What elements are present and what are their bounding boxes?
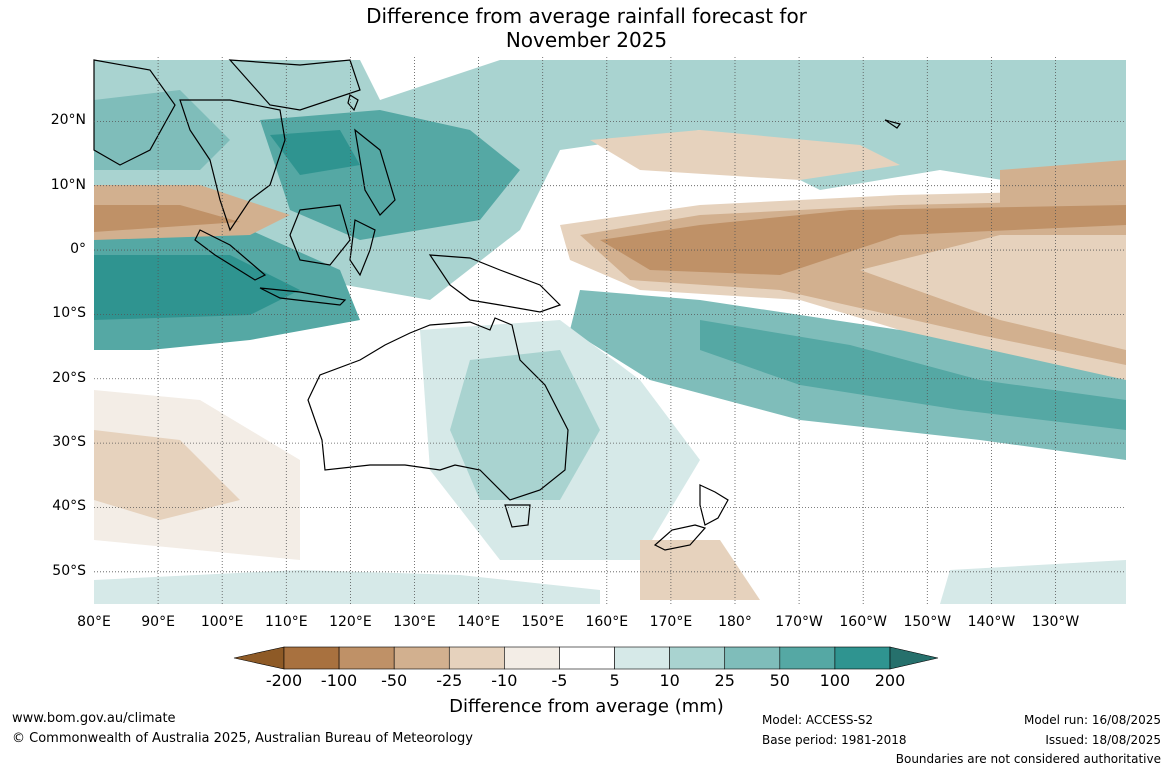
colorbar-high-extension <box>889 646 939 670</box>
latitude-label: 0° <box>70 241 86 258</box>
anomaly-region <box>94 205 240 232</box>
longitude-label: 160°W <box>839 614 887 630</box>
copyright-text: © Commonwealth of Australia 2025, Austra… <box>12 731 473 746</box>
longitude-label: 170°W <box>775 614 823 630</box>
title-line-1: Difference from average rainfall forecas… <box>366 4 807 28</box>
colorbar-segment <box>448 646 505 670</box>
anomaly-region <box>590 130 900 180</box>
longitude-label: 130°W <box>1031 614 1080 630</box>
map-title: Difference from average rainfall forecas… <box>0 4 1173 52</box>
borneo-outline <box>289 204 351 266</box>
colorbar-title: Difference from average (mm) <box>449 696 724 717</box>
colorbar-tick-label: 25 <box>714 671 735 690</box>
longitude-label: 120°E <box>329 614 372 630</box>
sumatra-outline <box>194 229 267 281</box>
longitude-label: 100°E <box>200 614 244 630</box>
hawaii-outline <box>884 119 902 129</box>
title-line-2: November 2025 <box>505 28 668 52</box>
anomaly-region <box>700 320 1126 430</box>
colorbar-tick-label: -5 <box>551 671 568 690</box>
anomaly-region <box>94 90 230 170</box>
colorbar-segment <box>283 646 340 670</box>
longitude-label: 90°E <box>141 614 175 630</box>
base-period: Base period: 1981-2018 <box>762 733 907 747</box>
longitude-label: 170°E <box>649 614 693 630</box>
anomaly-region <box>94 430 240 520</box>
colorbar-segment <box>724 646 781 670</box>
anomaly-region <box>640 540 760 600</box>
colorbar-tick-label: -10 <box>491 671 518 690</box>
latitude-label: 50°S <box>52 562 86 579</box>
indochina-outline <box>179 99 286 232</box>
java-outline <box>259 287 347 306</box>
latitude-label: 30°S <box>52 434 86 451</box>
sulawesi-outline <box>349 219 376 277</box>
colorbar-segment <box>338 646 395 670</box>
latitude-label: 20°N <box>50 112 86 129</box>
boundaries-disclaimer: Boundaries are not considered authoritat… <box>895 752 1161 766</box>
colorbar-tick-label: 10 <box>659 671 680 690</box>
anomaly-region <box>940 560 1126 604</box>
anomaly-region <box>1000 160 1126 205</box>
anomaly-region <box>450 350 600 500</box>
colorbar-segment <box>614 646 670 670</box>
anomaly-region <box>270 130 360 175</box>
longitude-label: 150°E <box>521 614 564 630</box>
latitude-label: 10°N <box>50 176 86 193</box>
longitude-label: 180° <box>718 614 752 630</box>
philippines-outline <box>354 128 396 216</box>
model-run-date: Model run: 16/08/2025 <box>1023 713 1161 727</box>
colorbar-tick-label: 100 <box>819 671 851 690</box>
colorbar-segment <box>504 646 560 670</box>
colorbar-tick-label: -100 <box>320 671 358 690</box>
anomaly-region <box>94 570 600 604</box>
new-zealand-north-outline <box>699 484 729 526</box>
longitude-label: 140°E <box>457 614 500 630</box>
latitude-label: 10°S <box>52 305 86 322</box>
taiwan-outline <box>347 94 359 112</box>
india-outline <box>93 59 176 166</box>
longitude-label: 80°E <box>77 614 111 630</box>
colorbar <box>233 646 939 670</box>
website-link[interactable]: www.bom.gov.au/climate <box>12 711 176 726</box>
colorbar-tick-label: 200 <box>874 671 906 690</box>
graticule <box>94 57 1126 604</box>
land-outlines <box>93 59 902 551</box>
colorbar-low-extension <box>233 646 285 670</box>
colorbar-segment <box>393 646 450 670</box>
rainfall-anomaly-field <box>94 57 1126 604</box>
new-zealand-south-outline <box>653 524 707 551</box>
colorbar-tick-label: 5 <box>609 671 620 690</box>
model-name: Model: ACCESS-S2 <box>762 713 874 727</box>
colorbar-segment <box>834 646 891 670</box>
colorbar-tick-label: -200 <box>265 671 303 690</box>
issued-date: Issued: 18/08/2025 <box>1045 733 1161 747</box>
colorbar-segment <box>669 646 726 670</box>
new-guinea-outline <box>428 254 562 313</box>
colorbar-tick-label: -50 <box>381 671 408 690</box>
colorbar-segment <box>779 646 836 670</box>
longitude-label: 130°E <box>393 614 436 630</box>
longitude-label: 160°E <box>585 614 629 630</box>
tasmania-outline <box>504 504 531 528</box>
longitude-label: 140°W <box>967 614 1016 630</box>
anomaly-region <box>94 255 300 320</box>
longitude-label: 110°E <box>265 614 308 630</box>
china-coast-outline <box>228 59 361 111</box>
latitude-label: 20°S <box>52 369 86 386</box>
colorbar-tick-label: -25 <box>436 671 463 690</box>
longitude-label: 150°W <box>903 614 952 630</box>
colorbar-tick-label: 50 <box>769 671 790 690</box>
latitude-label: 40°S <box>52 498 86 515</box>
colorbar-segment <box>559 646 615 670</box>
australia-outline <box>307 317 569 501</box>
